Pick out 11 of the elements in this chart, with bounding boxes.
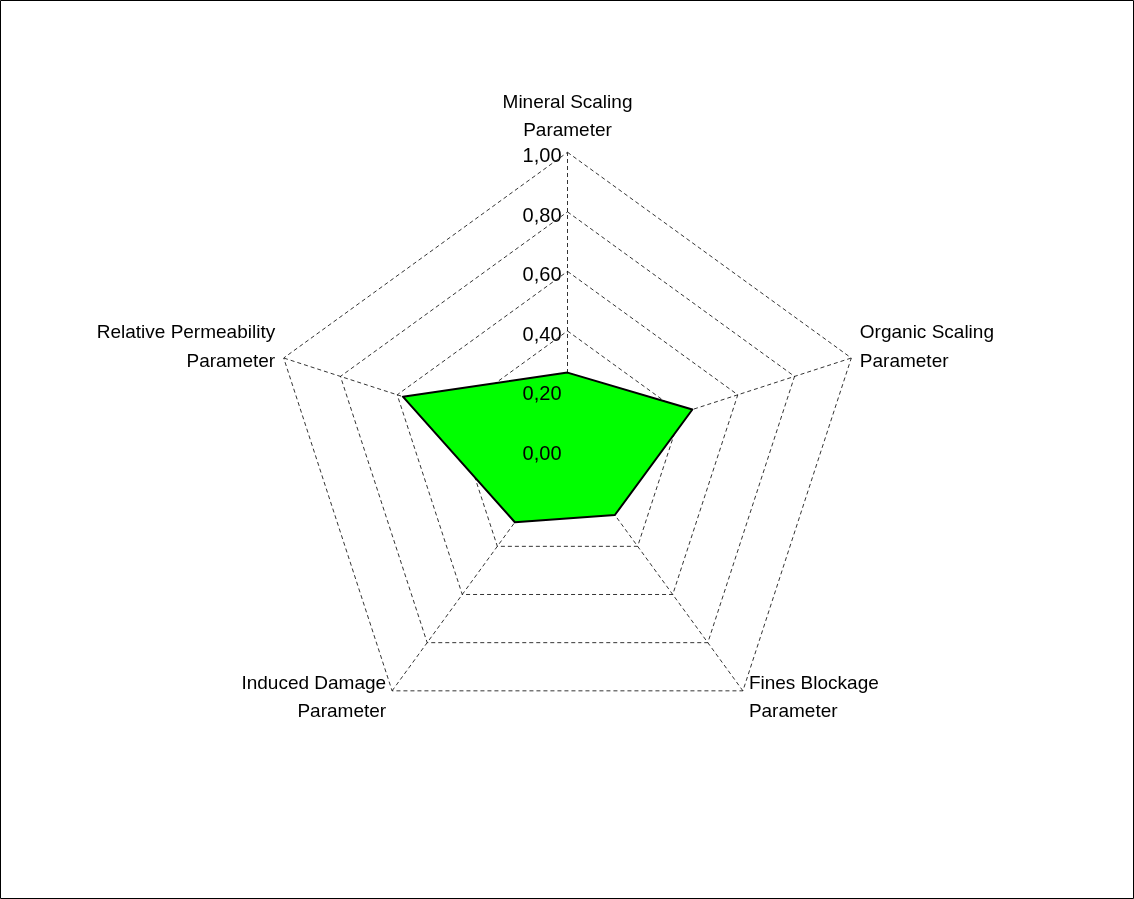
spoke-label: Organic Scaling Parameter — [859, 321, 994, 371]
spoke-label: Relative Permeability Parameter — [96, 321, 276, 371]
spoke-label: Mineral Scaling Parameter — [502, 91, 633, 141]
spoke-label: Induced Damage Parameter — [241, 672, 387, 722]
y-tick-label: 1,00 — [522, 144, 562, 167]
y-tick-label: 0,00 — [522, 441, 562, 464]
y-tick-label: 0,40 — [522, 322, 562, 345]
y-tick-label: 0,60 — [522, 263, 562, 286]
y-tick-label: 0,20 — [522, 382, 562, 405]
y-tick-label: 0,80 — [522, 203, 562, 226]
spoke-label: Fines Blockage Parameter — [748, 672, 879, 722]
